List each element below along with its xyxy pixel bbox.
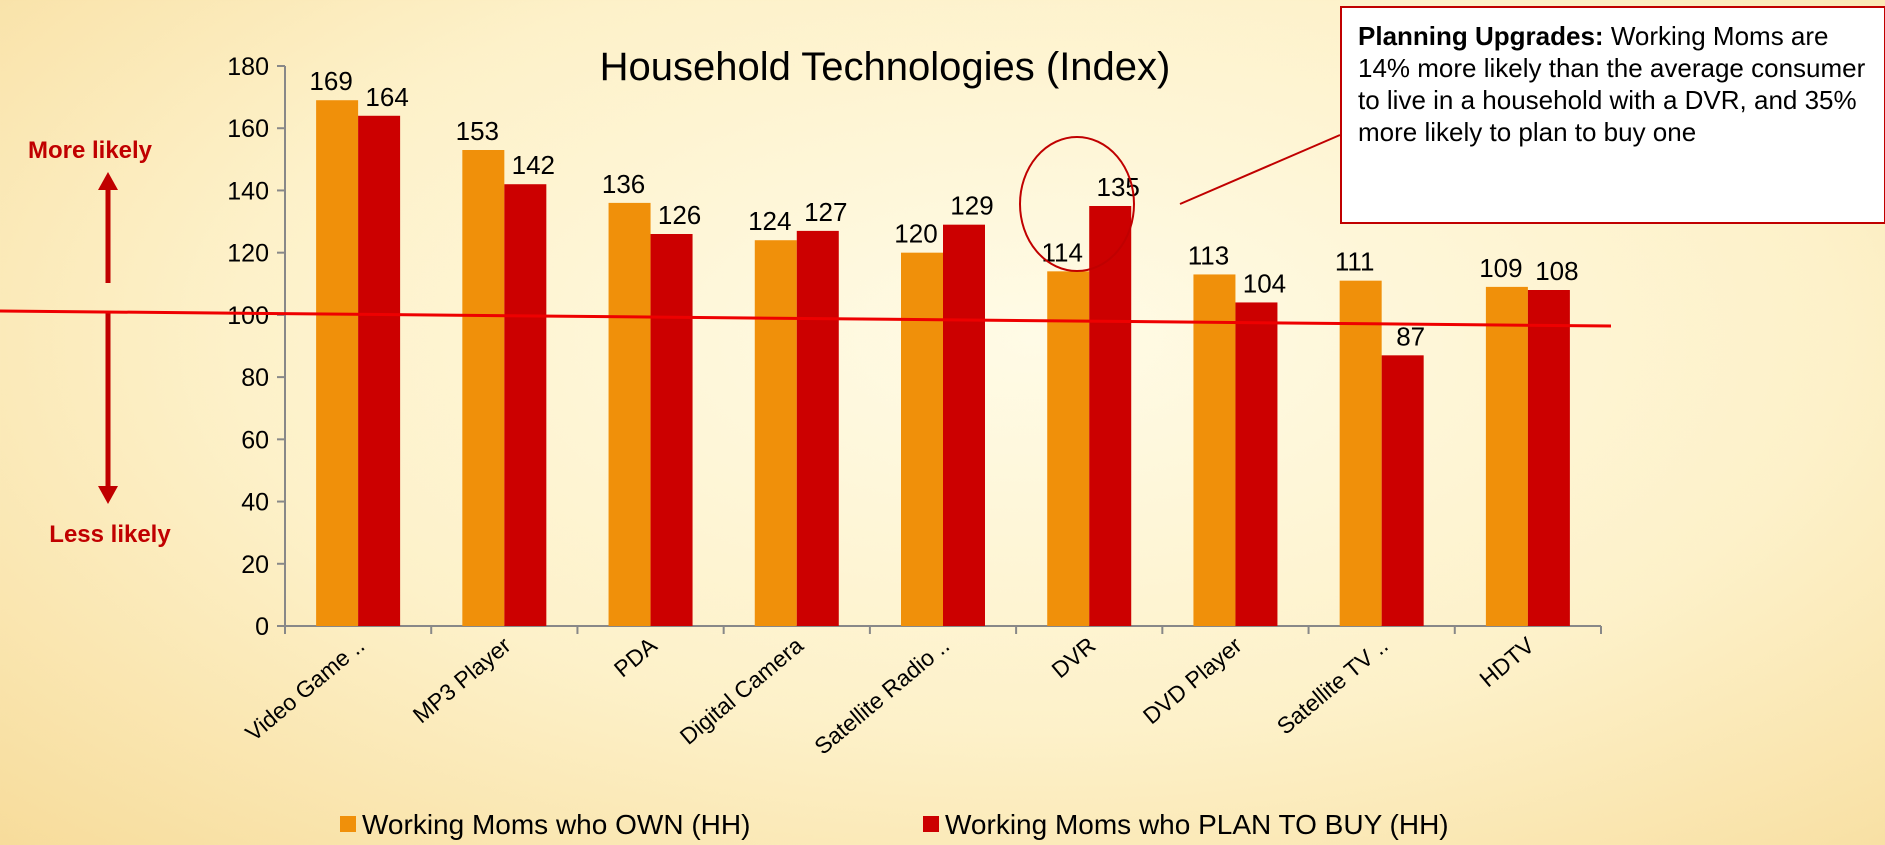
- data-label: 111: [1335, 247, 1375, 277]
- y-tick-label: 80: [241, 364, 269, 392]
- bar: [504, 184, 547, 626]
- highlight-circle: [1019, 136, 1135, 272]
- legend-swatch: [340, 816, 356, 832]
- data-label: 169: [309, 66, 352, 96]
- data-label: 164: [365, 82, 408, 112]
- data-label: 104: [1243, 268, 1286, 298]
- callout-line: [1179, 134, 1341, 205]
- x-tick-label: DVD Player: [1138, 632, 1247, 729]
- data-label: 113: [1188, 240, 1229, 270]
- bar: [754, 240, 797, 626]
- data-label: 109: [1479, 253, 1522, 283]
- annotation-heading: Planning Upgrades:: [1358, 21, 1604, 51]
- bar: [358, 115, 401, 627]
- data-label: 126: [658, 200, 701, 230]
- bar: [1089, 206, 1132, 626]
- x-tick-label: MP3 Player: [408, 632, 516, 729]
- bar: [608, 202, 651, 626]
- data-label: 153: [456, 116, 499, 146]
- x-tick-label: HDTV: [1474, 631, 1539, 692]
- bar: [650, 234, 693, 626]
- data-label: 136: [602, 169, 645, 199]
- y-tick-label: 20: [241, 551, 269, 579]
- y-tick-label: 140: [227, 177, 269, 205]
- legend-label: Working Moms who OWN (HH): [362, 809, 750, 840]
- y-tick-label: 60: [241, 426, 269, 454]
- axis-note: More likely: [28, 137, 153, 164]
- data-label: 142: [512, 150, 555, 180]
- plot: 0 20 40 60 80 100 120 140 160 180 Video Game .. 169…: [227, 53, 1602, 840]
- bar: [943, 224, 985, 626]
- bar: [1381, 355, 1424, 626]
- data-label: 108: [1535, 256, 1578, 286]
- x-tick-label: PDA: [609, 631, 662, 682]
- x-tick-label: Satellite TV ..: [1272, 632, 1393, 740]
- bar: [1339, 280, 1382, 626]
- arrow-head: [98, 486, 118, 504]
- x-tick-label: Satellite Radio ..: [809, 632, 954, 760]
- data-label: 127: [804, 197, 847, 227]
- x-tick-label: DVR: [1047, 632, 1101, 683]
- bar: [1485, 286, 1528, 626]
- bar: [1047, 271, 1090, 626]
- annotation-box: Planning Upgrades: Working Moms are 14% …: [1340, 6, 1885, 224]
- bar: [1235, 302, 1278, 626]
- bar: [462, 150, 505, 626]
- chart-title: Household Technologies (Index): [600, 45, 1171, 89]
- bar: [1193, 274, 1236, 626]
- legend-label: Working Moms who PLAN TO BUY (HH): [945, 809, 1449, 840]
- data-label: 87: [1396, 321, 1425, 351]
- bar: [796, 230, 839, 626]
- bar: [316, 100, 359, 626]
- x-tick-label: Video Game ..: [240, 632, 369, 746]
- legend-swatch: [923, 816, 939, 832]
- axis-note: Less likely: [49, 521, 171, 548]
- bar: [901, 252, 943, 626]
- x-tick-label: Digital Camera: [675, 632, 808, 750]
- data-label: 124: [748, 206, 791, 236]
- bar: [1527, 290, 1570, 626]
- reference-line: [0, 309, 1612, 328]
- y-tick-label: 0: [255, 613, 269, 641]
- y-tick-label: 120: [227, 240, 269, 268]
- y-tick-label: 100: [227, 302, 269, 330]
- y-tick-label: 180: [227, 53, 269, 81]
- arrow-head: [98, 172, 118, 190]
- data-label: 120: [894, 219, 937, 249]
- y-tick-label: 160: [227, 115, 269, 143]
- y-tick-label: 40: [241, 489, 269, 517]
- annotation-text: Working Moms are 14% more likely than th…: [1358, 21, 1866, 147]
- data-label: 129: [950, 191, 993, 221]
